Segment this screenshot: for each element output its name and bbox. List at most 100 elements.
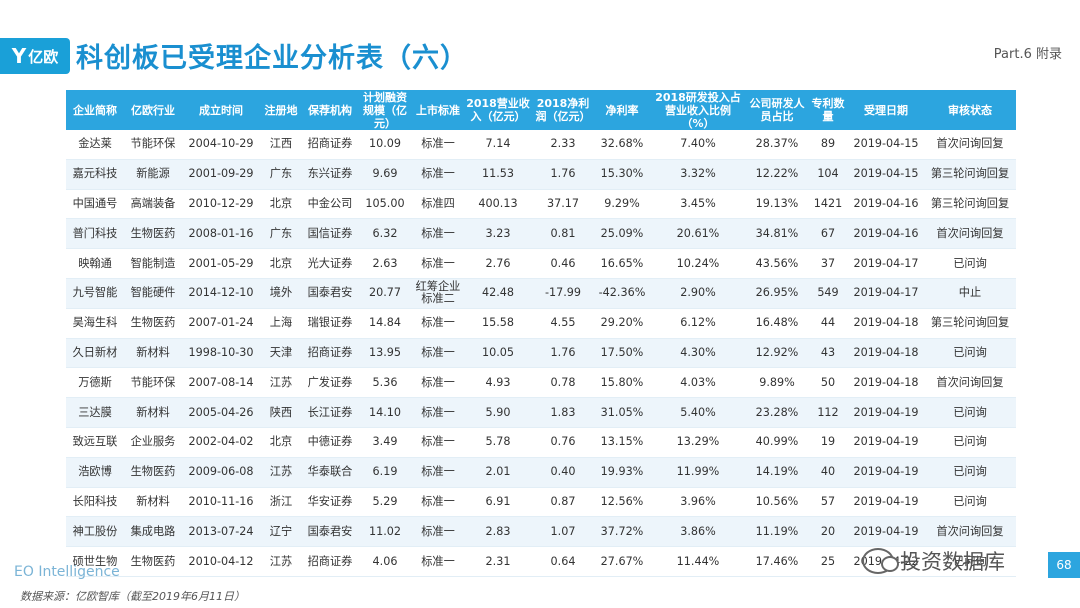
watermark-text: 投资数据库 <box>900 550 1005 574</box>
table-cell: 标准一 <box>412 159 464 190</box>
table-cell: 44 <box>808 308 848 339</box>
table-cell: 2009-06-08 <box>182 457 260 488</box>
table-cell: 普门科技 <box>66 218 124 250</box>
table-cell: 已问询 <box>924 338 1016 369</box>
table-cell: 10.09 <box>358 130 412 160</box>
column-header: 审核状态 <box>924 90 1016 130</box>
table-cell: 2.01 <box>464 457 532 488</box>
table-row: 中国通号 高端装备 2010-12-29 北京 中金公司 105.00 标准四 400.13 3… <box>66 189 1016 220</box>
table-cell: 2019-04-19 <box>848 397 924 428</box>
table-cell: 43 <box>808 338 848 369</box>
table-cell: 企业服务 <box>124 427 182 458</box>
table-cell: 中德证券 <box>302 427 358 458</box>
table-cell: 17.50% <box>594 338 650 369</box>
table-cell: 12.22% <box>746 159 808 190</box>
table-cell: 40.99% <box>746 427 808 458</box>
table-cell: 11.19% <box>746 516 808 548</box>
table-cell: 首次问询回复 <box>924 367 1016 399</box>
table-cell: 浙江 <box>260 487 302 518</box>
wechat-icon <box>862 548 899 574</box>
table-cell: 5.29 <box>358 487 412 518</box>
table-cell: 智能硬件 <box>124 278 182 309</box>
table-cell: 3.23 <box>464 218 532 250</box>
table-cell: 北京 <box>260 248 302 279</box>
section-label: Part.6 附录 <box>993 47 1062 62</box>
table-cell: 江苏 <box>260 457 302 488</box>
data-source-note: 数据来源：亿欧智库（截至2019年6月11日） <box>20 590 245 603</box>
table-cell: 4.55 <box>532 308 594 339</box>
column-header: 上市标准 <box>412 90 464 130</box>
table-cell: 已问询 <box>924 457 1016 488</box>
table-cell: 2019-04-17 <box>848 278 924 309</box>
table-cell: 13.95 <box>358 338 412 369</box>
table-cell: 江西 <box>260 130 302 160</box>
table-cell: 标准一 <box>412 367 464 399</box>
table-cell: 5.40% <box>650 397 746 428</box>
table-cell: 广发证券 <box>302 367 358 399</box>
table-cell: 0.87 <box>532 487 594 518</box>
table-cell: 三达膜 <box>66 397 124 428</box>
table-row: 长阳科技 新材料 2010-11-16 浙江 华安证券 5.29 标准一 6.91 0.87 12… <box>66 487 1016 518</box>
table-cell: 光大证券 <box>302 248 358 279</box>
table-cell: 华安证券 <box>302 487 358 518</box>
table-cell: 1.76 <box>532 159 594 190</box>
table-cell: 4.03% <box>650 367 746 399</box>
table-cell: 华泰联合 <box>302 457 358 488</box>
table-cell: 2019-04-16 <box>848 218 924 250</box>
table-cell: 久日新材 <box>66 338 124 369</box>
table-cell: 长江证券 <box>302 397 358 428</box>
table-cell: 映翰通 <box>66 248 124 279</box>
table-row: 昊海生科 生物医药 2007-01-24 上海 瑞银证券 14.84 标准一 15.58 4.5… <box>66 308 1016 339</box>
table-cell: 12.56% <box>594 487 650 518</box>
table-cell: 6.12% <box>650 308 746 339</box>
table-cell: 12.92% <box>746 338 808 369</box>
table-cell: 14.84 <box>358 308 412 339</box>
table-cell: 13.29% <box>650 427 746 458</box>
table-cell: 32.68% <box>594 130 650 160</box>
table-cell: 2019-04-19 <box>848 516 924 548</box>
table-cell: 金达莱 <box>66 130 124 160</box>
table-cell: 19.93% <box>594 457 650 488</box>
table-cell: 2019-04-15 <box>848 130 924 160</box>
table-cell: 标准一 <box>412 218 464 250</box>
table-cell: 6.91 <box>464 487 532 518</box>
table-cell: 新材料 <box>124 487 182 518</box>
column-header: 企业简称 <box>66 90 124 130</box>
table-cell: 2001-05-29 <box>182 248 260 279</box>
column-header: 亿欧行业 <box>124 90 182 130</box>
table-cell: 0.46 <box>532 248 594 279</box>
table-cell: 7.40% <box>650 130 746 160</box>
table-cell: 标准一 <box>412 457 464 488</box>
table-cell: 28.37% <box>746 130 808 160</box>
watermark: 投资数据库 <box>862 546 1005 576</box>
table-row: 致远互联 企业服务 2002-04-02 北京 中德证券 3.49 标准一 5.78 0.76 1… <box>66 427 1016 458</box>
table-cell: 3.45% <box>650 189 746 220</box>
table-cell: 37.72% <box>594 516 650 548</box>
table-cell: 15.30% <box>594 159 650 190</box>
page-number: 68 <box>1048 552 1080 578</box>
table-cell: 标准一 <box>412 397 464 428</box>
table-cell: 北京 <box>260 427 302 458</box>
table-cell: 20.61% <box>650 218 746 250</box>
table-cell: 红筹企业标准二 <box>412 278 464 309</box>
table-cell: 国泰君安 <box>302 516 358 548</box>
table-row: 嘉元科技 新能源 2001-09-29 广东 东兴证券 9.69 标准一 11.53 1.76 1… <box>66 159 1016 190</box>
table-cell: 神工股份 <box>66 516 124 548</box>
table-cell: 2019-04-19 <box>848 457 924 488</box>
table-cell: 400.13 <box>464 189 532 220</box>
table-cell: 17.46% <box>746 546 808 577</box>
table-cell: 6.19 <box>358 457 412 488</box>
table-cell: 27.67% <box>594 546 650 577</box>
table-cell: 首次问询回复 <box>924 218 1016 250</box>
table-cell: 上海 <box>260 308 302 339</box>
table-cell: 37 <box>808 248 848 279</box>
column-header: 成立时间 <box>182 90 260 130</box>
table-cell: 招商证券 <box>302 338 358 369</box>
table-cell: 万德斯 <box>66 367 124 399</box>
table-cell: 4.93 <box>464 367 532 399</box>
table-cell: 生物医药 <box>124 218 182 250</box>
table-cell: 23.28% <box>746 397 808 428</box>
table-cell: 10.05 <box>464 338 532 369</box>
table-cell: 2019-04-17 <box>848 248 924 279</box>
table-cell: 已问询 <box>924 427 1016 458</box>
